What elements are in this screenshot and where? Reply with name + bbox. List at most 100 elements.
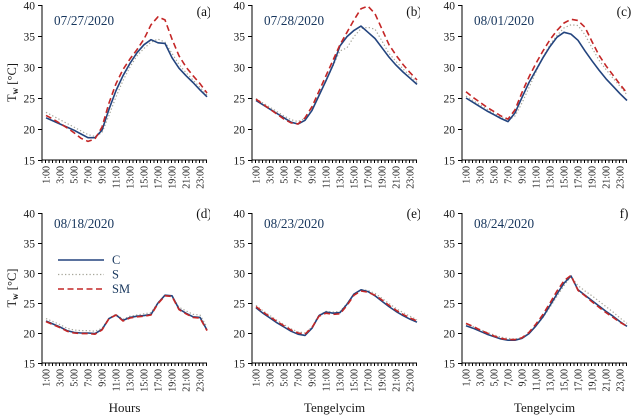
y-tick-label: 25 xyxy=(444,299,456,311)
x-axis-title: Hours xyxy=(109,400,141,415)
panel-label: f) xyxy=(620,206,629,221)
series-line-SM xyxy=(255,290,418,335)
x-tick-label: 9,00 xyxy=(518,369,529,387)
x-tick-label: 17:00 xyxy=(364,369,375,392)
x-tick-label: 13:00 xyxy=(336,369,347,392)
x-tick-label: 11,00 xyxy=(532,369,543,391)
y-tick-label: 35 xyxy=(444,239,456,251)
panel-label: (b) xyxy=(406,4,420,19)
series-line-C xyxy=(45,38,208,139)
y-axis-title: Tw [°C] xyxy=(5,269,20,308)
series-line-C xyxy=(465,31,628,123)
y-tick-label: 20 xyxy=(234,329,246,341)
y-tick-label: 15 xyxy=(24,156,36,168)
y-tick-label: 15 xyxy=(234,359,246,371)
x-tick-label: 23:00 xyxy=(616,166,627,189)
axes xyxy=(461,5,627,161)
series-line-SM xyxy=(45,15,208,143)
x-tick-label: 23,00 xyxy=(616,369,627,392)
chart-a: 15 20 25 30 35 40 1:00 3:00 5:00 7:00 9:00 11:00 13:… xyxy=(5,1,211,189)
x-tick-label: 1,00 xyxy=(462,369,473,387)
y-tick-label: 20 xyxy=(24,329,36,341)
y-tick-label: 40 xyxy=(234,1,246,13)
x-tick-label: 13,00 xyxy=(546,369,557,392)
series-line-S xyxy=(255,289,418,334)
x-tick-label: 19:00 xyxy=(588,166,599,189)
y-tick-label: 40 xyxy=(444,1,456,13)
chart-f: 15 20 25 30 35 40 1,00 3,00 5,00 7,00 9,00 11,00 13,… xyxy=(444,206,629,415)
x-tick-label: 9:00 xyxy=(98,369,109,387)
subplot-a: 15 20 25 30 35 40 1:00 3:00 5:00 7:00 9:00 11:00 13:… xyxy=(0,0,211,205)
x-tick-label: 5:00 xyxy=(280,369,291,387)
subplot-f: 15 20 25 30 35 40 1,00 3,00 5,00 7,00 9,00 11,00 13,… xyxy=(420,200,640,417)
subplot-e: 15 20 25 30 35 40 1:00 3:00 5:00 7:00 9:00 11:00 13:… xyxy=(210,200,422,417)
subplot-c: 15 20 25 30 35 40 1:00 3:00 5:00 7:00 9:00 11:00 13:… xyxy=(420,0,640,205)
y-tick-label: 15 xyxy=(444,156,456,168)
chart-d: 15 20 25 30 35 40 1:00 3:00 5:00 7:00 9:00 11:00 13:… xyxy=(5,206,212,415)
y-tick-label: 25 xyxy=(444,94,456,106)
x-tick-label: 17:00 xyxy=(364,166,375,189)
x-tick-label: 17,00 xyxy=(574,369,585,392)
y-tick-label: 20 xyxy=(24,125,36,137)
x-tick-label: 9:00 xyxy=(518,166,529,184)
y-tick-label: 35 xyxy=(24,32,36,44)
y-tick-label: 30 xyxy=(24,269,36,281)
legend-label-C: C xyxy=(112,253,120,267)
chart-c: 15 20 25 30 35 40 1:00 3:00 5:00 7:00 9:00 11:00 13:… xyxy=(444,1,632,189)
x-axis-title: Tengelycim xyxy=(304,400,365,415)
x-tick-label: 21:00 xyxy=(392,166,403,189)
x-tick-label: 5,00 xyxy=(490,369,501,387)
x-tick-label: 9:00 xyxy=(98,166,109,184)
series-line-SM xyxy=(45,295,208,335)
x-tick-label: 7:00 xyxy=(294,166,305,184)
axes xyxy=(461,213,627,364)
subplot-b: 15 20 25 30 35 40 1:00 3:00 5:00 7:00 9:00 11:00 13:… xyxy=(210,0,422,205)
x-tick-label: 13:00 xyxy=(126,369,137,392)
x-tick-label: 17:00 xyxy=(154,166,165,189)
series-line-SM xyxy=(255,5,418,125)
y-tick-label: 30 xyxy=(24,63,36,75)
x-axis-title: Tengelycim xyxy=(514,400,575,415)
x-tick-label: 15:00 xyxy=(350,369,361,392)
x-tick-label: 7,00 xyxy=(504,369,515,387)
y-tick-label: 15 xyxy=(444,359,456,371)
series-line-SM xyxy=(465,18,628,120)
x-tick-label: 15:00 xyxy=(560,166,571,189)
x-tick-label: 11:00 xyxy=(112,369,123,391)
x-tick-label: 15:00 xyxy=(140,166,151,189)
y-tick-label: 35 xyxy=(444,32,456,44)
y-tick-label: 30 xyxy=(444,63,456,75)
y-tick-label: 15 xyxy=(24,359,36,371)
x-tick-label: 7:00 xyxy=(504,166,515,184)
axes xyxy=(251,213,417,364)
panel-label: (e) xyxy=(407,206,420,221)
x-tick-label: 21,00 xyxy=(602,369,613,392)
x-tick-label: 3,00 xyxy=(476,369,487,387)
x-tick-label: 15,00 xyxy=(560,369,571,392)
x-tick-label: 19,00 xyxy=(588,369,599,392)
x-tick-label: 13:00 xyxy=(546,166,557,189)
panel-label: (d) xyxy=(196,206,210,221)
panel-label: (a) xyxy=(197,4,210,19)
y-tick-label: 20 xyxy=(444,125,456,137)
axes xyxy=(41,5,207,161)
y-tick-label: 15 xyxy=(234,156,246,168)
x-tick-label: 5:00 xyxy=(70,166,81,184)
x-tick-label: 11:00 xyxy=(322,166,333,188)
x-tick-label: 3:00 xyxy=(476,166,487,184)
date-label: 08/01/2020 xyxy=(474,13,534,28)
x-tick-label: 7:00 xyxy=(294,369,305,387)
y-tick-label: 25 xyxy=(234,299,246,311)
x-tick-label: 9:00 xyxy=(308,369,319,387)
series-line-S xyxy=(45,38,208,137)
series-line-C xyxy=(45,294,208,335)
x-tick-label: 1:00 xyxy=(42,166,53,184)
y-tick-label: 25 xyxy=(234,94,246,106)
y-tick-label: 40 xyxy=(24,209,36,221)
y-tick-label: 40 xyxy=(444,209,456,221)
x-tick-label: 11:00 xyxy=(112,166,123,188)
x-tick-label: 3:00 xyxy=(266,369,277,387)
subplot-d: 15 20 25 30 35 40 1:00 3:00 5:00 7:00 9:00 11:00 13:… xyxy=(0,200,212,417)
